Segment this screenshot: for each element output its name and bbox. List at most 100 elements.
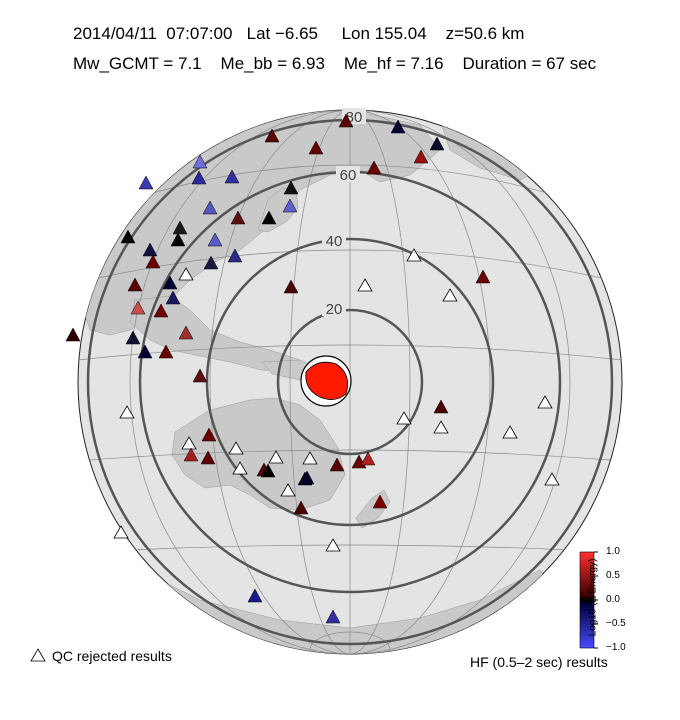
qc-rejected-stations bbox=[113, 248, 560, 552]
station-triangle bbox=[137, 344, 153, 359]
colorbar-tick: 0.0 bbox=[606, 594, 620, 605]
south-pole-circle bbox=[309, 631, 391, 654]
station-triangle bbox=[475, 269, 491, 284]
qc-rejected-station bbox=[119, 405, 135, 419]
event-info-line-2: Mw_GCMT = 7.1 Me_bb = 6.93 Me_hf = 7.16 … bbox=[73, 54, 597, 73]
qc-legend-label: QC rejected results bbox=[52, 648, 172, 664]
station-triangle bbox=[145, 254, 161, 269]
station-triangle bbox=[227, 248, 243, 263]
station-triangle bbox=[203, 255, 219, 270]
station-triangle bbox=[200, 450, 216, 465]
qc-rejected-station bbox=[406, 248, 422, 262]
qc-rejected-station bbox=[302, 451, 318, 465]
qc-rejected-station bbox=[268, 450, 284, 464]
parallel bbox=[89, 249, 611, 281]
station-triangle bbox=[178, 325, 194, 340]
qc-rejected-station bbox=[357, 278, 373, 292]
station-triangle bbox=[183, 447, 199, 462]
station-triangle bbox=[65, 327, 81, 342]
qc-rejected-station bbox=[544, 472, 560, 486]
station-triangle bbox=[329, 457, 345, 472]
station-triangle bbox=[191, 170, 207, 185]
qc-rejected-station bbox=[280, 483, 296, 497]
station-triangle bbox=[127, 277, 143, 292]
qc-rejected-station bbox=[228, 441, 244, 455]
meridian bbox=[209, 110, 491, 654]
station-triangle bbox=[138, 175, 154, 190]
station-triangle bbox=[429, 136, 445, 151]
station-triangle bbox=[260, 463, 276, 478]
station-triangle bbox=[366, 160, 382, 175]
meridian bbox=[129, 110, 571, 654]
station-triangle bbox=[201, 427, 217, 442]
event-info-line-1: 2014/04/11 07:07:00 Lat −6.65 Lon 155.04… bbox=[73, 24, 525, 43]
station-triangle bbox=[308, 140, 324, 155]
qc-rejected-station bbox=[181, 436, 197, 450]
parallel bbox=[129, 164, 571, 201]
station-triangle bbox=[297, 471, 313, 486]
qc-legend-triangle-icon bbox=[30, 648, 46, 662]
station-triangle bbox=[162, 275, 178, 290]
ring-label-20: 20 bbox=[326, 301, 343, 318]
station-triangle bbox=[283, 180, 299, 195]
station-triangle bbox=[170, 232, 186, 247]
globe: 20 40 60 80 bbox=[65, 108, 623, 655]
station-triangle bbox=[153, 303, 169, 318]
station-triangle bbox=[224, 169, 240, 184]
antarctica-landmass bbox=[109, 559, 561, 654]
colorbar-title: Log10 (Δ Energy) bbox=[587, 558, 599, 637]
beachball-compressional-quadrant bbox=[305, 361, 349, 400]
colorbar bbox=[579, 551, 598, 649]
station-triangle bbox=[247, 588, 263, 603]
station-triangle bbox=[283, 279, 299, 294]
station-triangle bbox=[413, 149, 429, 164]
focal-mechanism-beachball bbox=[300, 355, 352, 407]
station-triangle bbox=[282, 198, 298, 213]
parallel bbox=[89, 449, 611, 461]
station-triangle bbox=[125, 330, 141, 345]
station-triangle bbox=[192, 154, 208, 169]
station-triangle bbox=[261, 210, 277, 225]
colorbar-tick: 0.5 bbox=[606, 570, 620, 581]
qc-rejected-station bbox=[537, 395, 553, 409]
station-triangle bbox=[158, 344, 174, 359]
station-triangle bbox=[338, 113, 354, 128]
qc-rejected-station bbox=[178, 267, 194, 281]
station-triangle bbox=[207, 232, 223, 247]
qc-rejected-station bbox=[442, 288, 458, 302]
station-triangle bbox=[172, 220, 188, 235]
station-triangle bbox=[293, 500, 309, 515]
station-triangle bbox=[192, 368, 208, 383]
parallel bbox=[78, 344, 622, 361]
station-triangle bbox=[360, 451, 376, 466]
qc-rejected-station bbox=[433, 420, 449, 434]
meridian bbox=[289, 110, 411, 654]
colorbar-tick: −0.5 bbox=[606, 618, 626, 629]
distance-ring-20 bbox=[276, 308, 424, 456]
graticule bbox=[78, 110, 622, 654]
station-triangle bbox=[325, 609, 341, 624]
parallel bbox=[129, 544, 571, 551]
station-triangle bbox=[165, 290, 181, 305]
qc-rejected-station bbox=[113, 525, 129, 539]
station-triangle bbox=[120, 229, 136, 244]
ring-labels: 20 40 60 80 bbox=[322, 108, 366, 318]
station-triangle bbox=[202, 200, 218, 215]
qc-rejected-station bbox=[325, 538, 341, 552]
station-triangle bbox=[372, 494, 388, 509]
hf-result-stations bbox=[65, 113, 491, 624]
station-triangle bbox=[130, 300, 146, 315]
qc-rejected-station bbox=[396, 411, 412, 425]
ring-label-60: 60 bbox=[340, 167, 357, 184]
station-triangle bbox=[264, 128, 280, 143]
ring-label-40: 40 bbox=[326, 233, 343, 250]
station-triangle bbox=[230, 210, 246, 225]
station-triangle bbox=[433, 399, 449, 414]
qc-rejected-station bbox=[232, 461, 248, 475]
qc-rejected-station bbox=[502, 425, 518, 439]
station-triangle bbox=[142, 242, 158, 257]
colorbar-tick: −1.0 bbox=[606, 642, 626, 653]
station-triangle bbox=[390, 119, 406, 134]
hf-results-label: HF (0.5–2 sec) results bbox=[470, 654, 608, 670]
